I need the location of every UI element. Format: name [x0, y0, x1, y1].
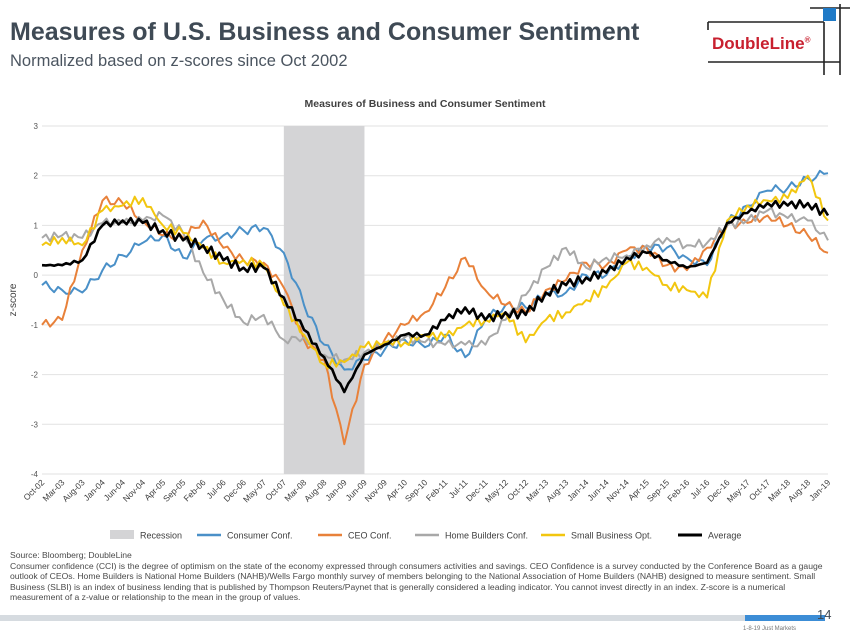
sentiment-line-chart: Measures of Business and Consumer Sentim… — [8, 98, 833, 541]
x-tick-label: May-07 — [241, 477, 268, 504]
y-tick-labels: 3 2 1 0 -1 -2 -3 -4 — [31, 122, 39, 479]
y-tick-label: 3 — [34, 122, 39, 131]
series-line-consumer-conf — [41, 169, 829, 371]
page-number: 14 — [817, 607, 832, 622]
y-tick-label: 2 — [34, 172, 39, 181]
y-tick-label: -2 — [31, 371, 39, 380]
page-title: Measures of U.S. Business and Consumer S… — [10, 18, 640, 46]
series-line-home-builders-conf — [41, 206, 829, 365]
footnote-line: Consumer confidence (CCI) is the degree … — [10, 560, 823, 571]
footer-bar-accent — [745, 615, 825, 621]
gridlines — [42, 125, 828, 475]
legend-label: Home Builders Conf. — [445, 531, 528, 541]
x-tick-label: Jan-19 — [807, 477, 833, 503]
x-tick-label: Jan-14 — [565, 477, 591, 503]
series-line-average — [41, 199, 830, 394]
recession-band — [283, 126, 365, 474]
footnote-line: measurement of a z-value or relationship… — [10, 592, 301, 603]
x-tick-label: Aug-08 — [302, 477, 329, 504]
y-tick-label: -4 — [31, 470, 39, 479]
page-subtitle: Normalized based on z-scores since Oct 2… — [10, 52, 348, 70]
y-tick-label: -3 — [31, 420, 39, 429]
x-tick-label: Nov-09 — [363, 477, 390, 504]
x-tick-label: Feb-16 — [665, 477, 691, 503]
x-tick-label: Sep-10 — [403, 477, 430, 504]
legend-label: Consumer Conf. — [227, 531, 293, 541]
doubleline-logo: DoubleLine® — [700, 0, 850, 80]
series-line-small-business-opt — [41, 174, 829, 370]
legend-label: CEO Conf. — [348, 531, 392, 541]
x-tick-label: May-17 — [725, 477, 752, 504]
chart-legend: Recession Consumer Conf. CEO Conf. Home Bui… — [110, 530, 741, 541]
x-tick-label: Aug-03 — [60, 477, 87, 504]
x-tick-label: Jan-09 — [323, 477, 349, 503]
y-tick-label: 0 — [34, 271, 39, 280]
x-tick-labels: Oct-02Mar-03Aug-03Jan-04Jun-04Nov-04Apr-… — [21, 477, 832, 504]
logo-text: DoubleLine® — [712, 34, 811, 53]
y-axis-label: z-score — [8, 283, 19, 316]
x-tick-label: Aug-13 — [544, 477, 571, 504]
footnote-line: outlook of CEOs. Home Builders is Nation… — [10, 571, 816, 582]
legend-label: Small Business Opt. — [571, 531, 652, 541]
x-tick-label: Aug-18 — [786, 477, 813, 504]
series-lines — [41, 169, 830, 446]
legend-label: Recession — [140, 531, 182, 541]
footer-bar — [0, 615, 745, 621]
y-tick-label: -1 — [31, 321, 39, 330]
footer-code: 1-8-19 Just Markets — [743, 626, 797, 632]
y-tick-label: 1 — [34, 221, 39, 230]
logo-blue-square — [823, 8, 836, 21]
x-tick-label: Feb-11 — [424, 477, 450, 503]
footer-notes: Source: Bloomberg; DoubleLine Consumer c… — [10, 550, 848, 603]
x-tick-label: Jan-04 — [81, 477, 107, 503]
legend-label: Average — [708, 531, 741, 541]
legend-swatch — [110, 530, 134, 539]
x-tick-label: Nov-04 — [121, 477, 148, 504]
x-tick-label: May-12 — [483, 477, 510, 504]
footnote-line: Business (SLBI) is an index of business … — [10, 581, 786, 592]
chart-title: Measures of Business and Consumer Sentim… — [305, 98, 546, 110]
recession-band-layer — [283, 126, 365, 474]
x-tick-label: Feb-06 — [182, 477, 208, 503]
source-line: Source: Bloomberg; DoubleLine — [10, 550, 132, 560]
x-tick-label: Nov-14 — [604, 477, 631, 504]
